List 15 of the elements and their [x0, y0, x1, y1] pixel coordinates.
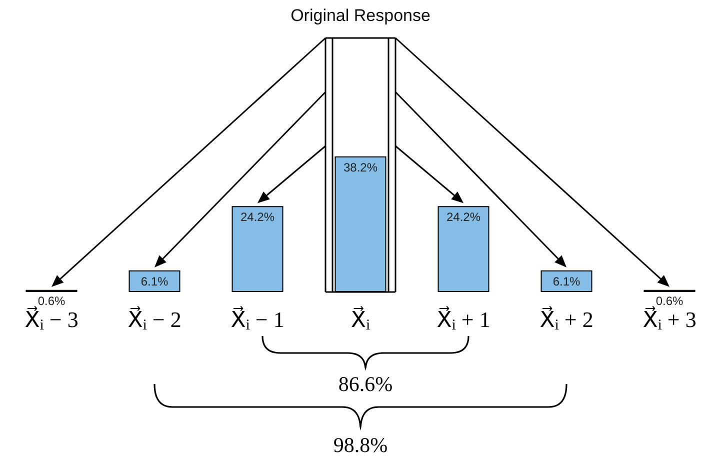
- bar: [232, 206, 284, 292]
- bar: [438, 206, 490, 292]
- text: 98.8%: [333, 433, 388, 457]
- bar: [334, 156, 386, 292]
- data-label: 24.2%: [240, 210, 275, 224]
- bar: [540, 270, 592, 292]
- data-label: 24.2%: [446, 210, 481, 224]
- chart-title: Original Response: [290, 6, 430, 25]
- text: 86.6%: [338, 372, 393, 396]
- data-label: 0.6%: [656, 294, 684, 308]
- data-label: 6.1%: [552, 274, 580, 288]
- bar: [128, 270, 180, 292]
- data-label: 0.6%: [38, 294, 66, 308]
- data-label: 6.1%: [140, 274, 168, 288]
- data-label: 38.2%: [343, 160, 378, 174]
